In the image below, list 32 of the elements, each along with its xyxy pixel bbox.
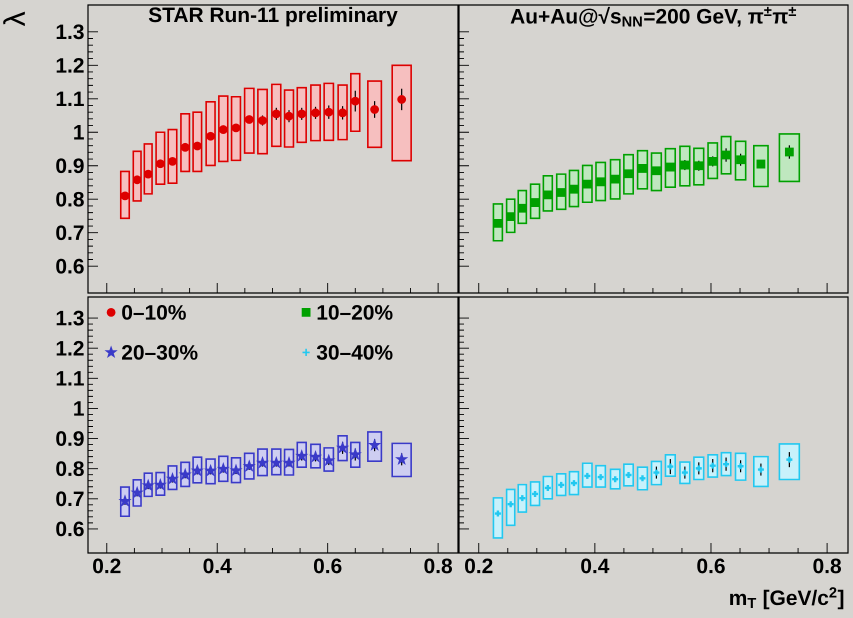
y-tick-label: 0.8 [56, 461, 84, 476]
x-tick-label: 0.4 [581, 558, 610, 574]
y-tick-label: 1.3 [56, 24, 84, 40]
legend-label: 10–20% [318, 304, 393, 320]
y-axis-title: λ [3, 12, 25, 26]
x-tick-label: 0.6 [697, 558, 725, 574]
y-tick-label: 0.9 [56, 431, 84, 446]
chart-title: STAR Run-11 preliminary [148, 6, 398, 26]
y-tick-label: 1 [74, 125, 84, 140]
y-tick-label: 0.7 [56, 225, 84, 240]
y-tick-label: 1.3 [56, 310, 84, 326]
x-tick-label: 0.8 [424, 558, 452, 574]
x-tick-label: 0.8 [813, 558, 841, 574]
x-axis-title: m$_{T}$ [GeV/c$^{2}$] [730, 587, 844, 610]
x-tick-label: 0.4 [204, 558, 232, 574]
y-tick-label: 1.2 [56, 340, 84, 356]
y-tick-label: 1.1 [56, 371, 84, 386]
x-tick-label: 0.2 [93, 558, 120, 574]
y-tick-label: 0.6 [56, 258, 84, 274]
x-tick-label: 0.6 [314, 558, 342, 574]
legend-label: 20–30% [122, 344, 198, 360]
y-tick-label: 0.9 [56, 158, 84, 174]
y-tick-label: 1.1 [56, 92, 84, 106]
y-tick-label: 1 [74, 401, 84, 416]
y-tick-label: 0.8 [56, 192, 84, 207]
legend-label: 0–10% [122, 304, 186, 320]
legend-label: 30–40% [316, 344, 393, 360]
y-tick-label: 1.2 [56, 58, 84, 73]
chart-title: Au+Au@√s$_{NN}$=200 GeV, π$^{±}$π$^{±}$ [510, 6, 796, 27]
y-tick-label: 0.6 [56, 521, 84, 536]
y-tick-label: 0.7 [56, 491, 84, 506]
x-tick-label: 0.2 [465, 558, 492, 574]
